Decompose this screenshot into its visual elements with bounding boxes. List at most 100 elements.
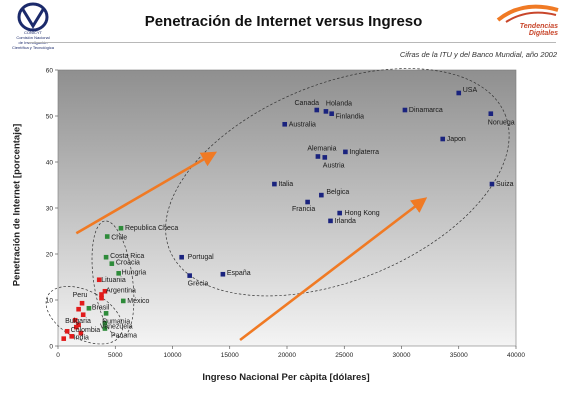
point-label-argentina: Argentina — [106, 287, 136, 294]
data-point-austria — [322, 155, 328, 160]
data-point-hungria — [116, 271, 121, 276]
data-point-holanda — [323, 109, 329, 114]
x-tick-label: 15000 — [221, 352, 239, 359]
data-point-finlandia — [329, 111, 334, 116]
point-label-italia: Italia — [278, 181, 293, 188]
data-point — [78, 330, 84, 336]
x-tick-label: 35000 — [450, 352, 468, 359]
tendencias-digitales-text: Tendencias Digitales — [520, 23, 558, 37]
point-label-mexico: México — [127, 298, 149, 305]
data-point-bulgaria — [72, 317, 78, 323]
point-label-lituania: Lituania — [101, 277, 126, 284]
point-label-suiza: Suiza — [496, 181, 514, 188]
x-tick-label: 0 — [56, 352, 60, 359]
y-tick-label: 40 — [46, 159, 54, 166]
x-tick-label: 30000 — [392, 352, 410, 359]
conicyt-logo-mark — [17, 2, 49, 32]
data-point — [80, 312, 86, 318]
point-label-alemania: Alemania — [307, 145, 336, 152]
data-point-chile — [104, 234, 110, 239]
point-label-australia: Australia — [289, 121, 316, 128]
logo-line-1: CONICYT — [24, 30, 42, 35]
point-label-holanda: Holanda — [326, 100, 352, 107]
point-label-belgica: Belgica — [326, 189, 349, 196]
data-point-costa-rica — [103, 254, 109, 260]
point-label-peru: Peru — [73, 292, 88, 299]
point-label-austria: Austria — [323, 162, 345, 169]
point-label-grecia: Grecia — [188, 281, 209, 288]
y-tick-label: 50 — [46, 113, 54, 120]
point-label-brasil: Brasil — [92, 304, 110, 311]
logo-word-1: Tendencias — [519, 23, 558, 30]
data-point-francia — [305, 199, 310, 205]
data-point — [76, 306, 81, 312]
data-point-grecia — [187, 273, 192, 278]
data-point-brasil — [86, 305, 92, 311]
data-point — [69, 334, 75, 339]
data-point-noruega — [488, 111, 494, 116]
data-point-india — [61, 336, 67, 341]
point-label-japon: Japon — [447, 136, 466, 143]
point-label-india: India — [74, 335, 89, 342]
data-point-rumania — [103, 311, 109, 316]
data-point-belgica — [319, 192, 324, 198]
y-tick-label: 10 — [46, 297, 54, 304]
source-note: Cifras de la ITU y del Banco Mundial, añ… — [399, 50, 557, 59]
data-point-venezuela — [102, 321, 108, 326]
data-point-panama — [102, 326, 108, 331]
high-income-ellipse — [165, 68, 510, 297]
data-point-suiza — [489, 181, 495, 187]
data-point-espana — [220, 271, 226, 277]
y-tick-label: 20 — [46, 251, 54, 258]
data-point-canada — [314, 107, 320, 113]
point-label-inglaterra: Inglaterra — [349, 149, 379, 156]
point-label-colombia: Colombia — [71, 327, 101, 334]
data-point — [74, 324, 79, 330]
data-point-peru — [79, 300, 85, 306]
data-point-hong-kong — [337, 210, 342, 216]
point-label-rumania: Rumania — [102, 318, 130, 325]
point-label-usa: USA — [463, 87, 478, 94]
data-point-japon — [440, 136, 446, 142]
header-divider — [28, 42, 556, 43]
point-label-chile: Chile — [111, 235, 127, 242]
point-label-hong-kong: Hong Kong — [345, 210, 380, 217]
x-tick-label: 40000 — [507, 352, 525, 359]
y-axis-label-box: Penetración de Internet [porcentaje] — [2, 55, 32, 355]
point-label-panama: Panama — [111, 333, 137, 340]
point-label-dinamarca: Dinamarca — [409, 107, 443, 114]
trend-arrow-upper — [75, 151, 218, 235]
point-label-francia: Francia — [292, 206, 315, 213]
point-label-canada: Canada — [295, 100, 320, 107]
data-point-mexico — [120, 298, 126, 304]
data-point-australia — [282, 121, 288, 127]
mid-income-ellipse — [91, 220, 135, 339]
data-point-republica-checa — [118, 225, 124, 231]
data-point — [99, 292, 104, 297]
x-tick-label: 25000 — [335, 352, 353, 359]
point-label-finlandia: Finlandia — [336, 114, 365, 121]
y-tick-label: 30 — [46, 205, 54, 212]
point-label-noruega: Noruega — [488, 120, 515, 127]
x-axis-label: Ingreso Nacional Per càpita [dólares] — [202, 372, 370, 383]
data-point — [64, 328, 70, 334]
point-label-espana: España — [227, 270, 251, 277]
plot-area — [57, 69, 517, 347]
data-point-italia — [272, 181, 277, 187]
y-axis-label: Penetración de Internet [porcentaje] — [11, 123, 23, 287]
point-label-hungria: Hungria — [122, 269, 147, 276]
data-point-alemania — [315, 154, 321, 159]
logo-line-4: Científica y Tecnológica — [12, 45, 54, 50]
point-label-croacia: Croacia — [116, 260, 140, 267]
point-label-republica-checa: Republica Checa — [125, 225, 178, 232]
point-label-bulgaria: Bulgaria — [65, 318, 91, 325]
swoosh-icon — [496, 4, 559, 23]
data-point — [99, 295, 104, 301]
point-label-portugal: Portugal — [188, 254, 215, 261]
point-label-costa-rica: Costa Rica — [110, 253, 144, 260]
data-point-argentina — [102, 288, 108, 294]
data-point-inglaterra — [343, 149, 348, 155]
trend-arrow-lower — [239, 197, 428, 342]
data-point-lituania — [96, 277, 102, 283]
